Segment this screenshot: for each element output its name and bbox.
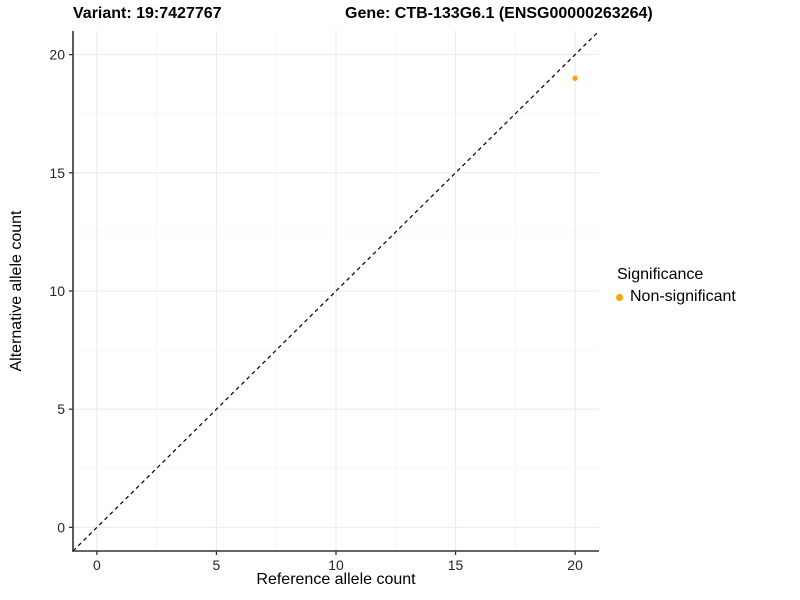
y-tick-label: 5 [57, 401, 65, 417]
y-tick-label: 15 [49, 165, 65, 181]
identity-line [72, 30, 600, 552]
y-axis-label: Alternative allele count [8, 210, 25, 372]
x-tick-label: 20 [567, 557, 583, 573]
x-tick-label: 10 [328, 557, 344, 573]
data-point [572, 75, 578, 81]
legend-entry-label: Non-significant [630, 288, 736, 305]
legend-entry: Non-significant [611, 288, 736, 306]
legend-entries: Non-significant [611, 288, 736, 306]
y-tick-label: 0 [57, 519, 65, 535]
legend-point-icon [616, 293, 623, 301]
x-tick-label: 0 [93, 557, 101, 573]
gene-title: Gene: CTB-133G6.1 (ENSG00000263264) [345, 5, 653, 22]
y-tick-label: 20 [49, 47, 65, 63]
legend-key [611, 289, 628, 306]
legend-title: Significance [617, 266, 704, 283]
x-tick-label: 15 [448, 557, 464, 573]
x-axis-label: Reference allele count [256, 571, 416, 588]
y-tick-label: 10 [49, 283, 65, 299]
variant-title: Variant: 19:7427767 [73, 5, 222, 22]
legend: Significance Non-significant [611, 266, 736, 306]
x-tick-label: 5 [213, 557, 221, 573]
